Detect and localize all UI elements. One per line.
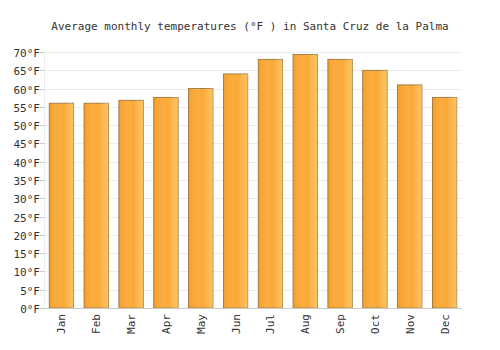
bar	[84, 103, 108, 308]
x-tick-label: Nov	[404, 314, 417, 334]
tick-mark	[40, 107, 44, 108]
bar	[293, 55, 317, 308]
tick-mark	[40, 89, 44, 90]
y-tick-label: 35°F	[14, 175, 41, 188]
y-axis	[44, 52, 45, 308]
tick-mark	[40, 308, 44, 309]
tick-mark	[40, 125, 44, 126]
bar-shade	[84, 103, 108, 308]
bar-shade	[328, 59, 352, 308]
bar	[328, 59, 352, 308]
bar	[432, 97, 456, 308]
grid-line	[44, 70, 462, 71]
bar-shade	[119, 100, 143, 308]
tick-mark	[40, 217, 44, 218]
bar	[258, 59, 282, 308]
y-tick-label: 30°F	[14, 193, 41, 206]
grid	[40, 53, 462, 309]
chart-container: Average monthly temperatures (°F ) in Sa…	[0, 0, 500, 350]
y-tick-label: 70°F	[14, 47, 41, 60]
bar-shade	[154, 97, 178, 308]
bar-shade	[258, 59, 282, 308]
bar	[189, 89, 213, 308]
tick-mark	[40, 52, 44, 53]
tick-mark	[40, 198, 44, 199]
bars	[49, 55, 457, 308]
tick-mark	[40, 180, 44, 181]
bar	[363, 70, 387, 308]
bar	[49, 103, 73, 308]
x-tick-label: Mar	[125, 314, 138, 334]
y-tick-label: 40°F	[14, 157, 41, 170]
y-tick-label: 10°F	[14, 266, 41, 279]
y-tick-label: 65°F	[14, 65, 41, 78]
tick-mark	[40, 70, 44, 71]
tick-mark	[40, 162, 44, 163]
grid-line	[44, 52, 462, 53]
x-tick-label: Sep	[334, 314, 347, 334]
x-tick-label: Jun	[230, 314, 243, 334]
bar-shade	[189, 89, 213, 308]
y-tick-label: 60°F	[14, 84, 41, 97]
bar	[223, 74, 247, 308]
bar-shade	[432, 97, 456, 308]
chart-title: Average monthly temperatures (°F ) in Sa…	[51, 20, 448, 33]
y-tick-label: 20°F	[14, 230, 41, 243]
y-tick-label: 0°F	[20, 303, 40, 316]
y-tick-label: 15°F	[14, 248, 41, 261]
bar-shade	[223, 74, 247, 308]
tick-mark	[40, 290, 44, 291]
x-tick-label: Aug	[299, 314, 312, 334]
bar-shade	[293, 55, 317, 308]
x-tick-label: Jul	[264, 314, 277, 334]
bar	[398, 85, 422, 308]
y-tick-label: 5°F	[20, 285, 40, 298]
x-tick-label: May	[195, 314, 208, 334]
x-tick-label: Jan	[55, 314, 68, 334]
x-tick-label: Feb	[90, 314, 103, 334]
y-tick-label: 55°F	[14, 102, 41, 115]
y-tick-label: 25°F	[14, 212, 41, 225]
chart-svg: Average monthly temperatures (°F ) in Sa…	[0, 0, 500, 350]
x-axis	[44, 308, 462, 309]
y-tick-label: 45°F	[14, 138, 41, 151]
bar-shade	[49, 103, 73, 308]
tick-mark	[40, 143, 44, 144]
bar	[154, 97, 178, 308]
bar-shade	[363, 70, 387, 308]
y-tick-label: 50°F	[14, 120, 41, 133]
bar-shade	[398, 85, 422, 308]
x-tick-label: Apr	[160, 314, 173, 334]
tick-mark	[40, 271, 44, 272]
bar	[119, 100, 143, 308]
x-tick-label: Dec	[439, 314, 452, 334]
tick-mark	[40, 235, 44, 236]
tick-mark	[40, 253, 44, 254]
grid-line	[44, 308, 462, 309]
x-tick-label: Oct	[369, 314, 382, 334]
